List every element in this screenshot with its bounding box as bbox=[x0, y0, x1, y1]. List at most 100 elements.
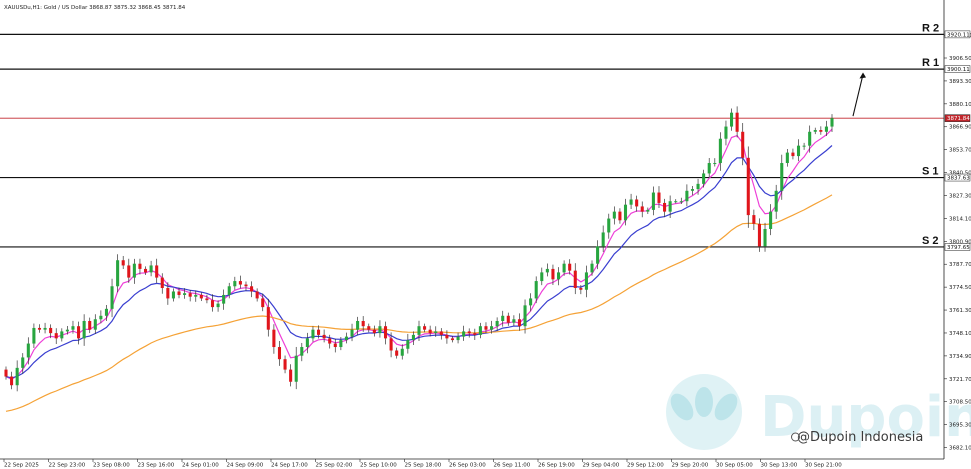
candle bbox=[506, 315, 510, 323]
candle bbox=[696, 183, 700, 190]
candle bbox=[49, 327, 53, 334]
candle bbox=[138, 263, 142, 269]
y-tick-label: 3748.10 bbox=[949, 331, 971, 337]
candle bbox=[417, 326, 421, 335]
candle bbox=[713, 163, 717, 165]
candle bbox=[651, 192, 655, 210]
y-tick-label: 3761.30 bbox=[949, 308, 971, 314]
candle bbox=[60, 331, 64, 339]
candle bbox=[462, 331, 466, 337]
candle bbox=[674, 201, 678, 203]
price-box-label: 3871.84 bbox=[947, 116, 970, 122]
price-box bbox=[944, 30, 971, 39]
candle bbox=[400, 348, 404, 356]
candle bbox=[199, 294, 203, 299]
candle bbox=[411, 334, 415, 341]
candle bbox=[596, 246, 600, 264]
candle bbox=[328, 338, 332, 344]
trend-arrow-icon bbox=[852, 74, 864, 117]
candle bbox=[590, 263, 594, 273]
candle bbox=[233, 281, 237, 287]
candle bbox=[132, 263, 136, 278]
candle bbox=[277, 347, 282, 360]
candle bbox=[484, 326, 488, 330]
candle bbox=[757, 223, 761, 247]
candle bbox=[116, 260, 120, 287]
candle bbox=[623, 204, 628, 221]
candle bbox=[289, 369, 293, 382]
candle bbox=[389, 338, 393, 351]
candle bbox=[43, 327, 47, 330]
candle bbox=[445, 334, 449, 339]
candle bbox=[663, 202, 667, 212]
candle bbox=[746, 157, 750, 216]
candle bbox=[82, 320, 86, 339]
candle bbox=[383, 326, 388, 339]
level-label: S 2 bbox=[922, 235, 939, 247]
candle bbox=[796, 145, 801, 157]
candle bbox=[495, 320, 499, 327]
candle bbox=[65, 329, 69, 332]
price-box-label: 3797.65 bbox=[947, 245, 970, 251]
candle bbox=[344, 336, 348, 341]
price-box-label: 3920.11 bbox=[947, 32, 970, 38]
x-tick-label: 26 Sep 11:00 bbox=[494, 463, 531, 469]
candle bbox=[261, 298, 265, 308]
x-tick-label: 29 Sep 04:00 bbox=[583, 463, 620, 469]
candle bbox=[244, 284, 248, 287]
candle bbox=[395, 350, 399, 356]
candle bbox=[551, 268, 555, 280]
candle bbox=[166, 288, 170, 299]
candle bbox=[143, 268, 148, 273]
candle bbox=[635, 199, 639, 207]
x-tick-label: 23 Sep 16:00 bbox=[138, 463, 175, 469]
chat-icon bbox=[791, 432, 800, 442]
x-tick-label: 22 Sep 2025 bbox=[4, 463, 39, 469]
candle bbox=[741, 131, 745, 158]
candle bbox=[99, 315, 103, 320]
x-tick-label: 25 Sep 18:00 bbox=[405, 463, 442, 469]
candle bbox=[718, 138, 722, 164]
candle bbox=[707, 163, 711, 174]
watermark-leaf-icon bbox=[695, 387, 713, 417]
candle bbox=[434, 331, 438, 334]
candle bbox=[785, 152, 789, 164]
y-tick-label: 3853.70 bbox=[949, 148, 971, 154]
candle bbox=[311, 329, 315, 339]
x-tick-label: 24 Sep 09:00 bbox=[227, 463, 264, 469]
candle bbox=[450, 338, 455, 341]
candle bbox=[428, 329, 432, 334]
candle bbox=[93, 319, 97, 330]
candle bbox=[272, 329, 276, 348]
candle bbox=[540, 272, 544, 282]
dupoin-watermark: Dupoin@Dupoin Indonesia bbox=[666, 374, 971, 450]
y-tick-label: 3840.50 bbox=[949, 171, 971, 177]
candle bbox=[406, 340, 410, 349]
candle bbox=[250, 286, 254, 292]
candle bbox=[317, 329, 321, 335]
candle bbox=[160, 277, 164, 289]
candle bbox=[350, 329, 354, 337]
candle bbox=[361, 320, 365, 327]
candle bbox=[646, 209, 650, 212]
candle bbox=[512, 319, 516, 323]
price-box bbox=[944, 65, 971, 73]
candle bbox=[322, 334, 326, 339]
candle bbox=[155, 265, 159, 278]
candle bbox=[149, 265, 153, 273]
candle bbox=[517, 319, 521, 327]
x-tick-label: 29 Sep 12:00 bbox=[627, 463, 664, 469]
price-box bbox=[944, 114, 971, 122]
candle bbox=[205, 298, 209, 301]
y-tick-label: 3814.10 bbox=[949, 216, 971, 222]
x-tick-label: 30 Sep 05:00 bbox=[716, 463, 753, 469]
candle bbox=[556, 272, 561, 280]
candle bbox=[702, 173, 706, 184]
candle bbox=[227, 286, 231, 295]
candle bbox=[791, 152, 795, 157]
candle bbox=[763, 228, 767, 247]
candle bbox=[752, 215, 756, 224]
watermark-credit: @Dupoin Indonesia bbox=[797, 430, 923, 445]
candle bbox=[71, 326, 75, 330]
y-tick-label: 3893.30 bbox=[949, 79, 971, 85]
